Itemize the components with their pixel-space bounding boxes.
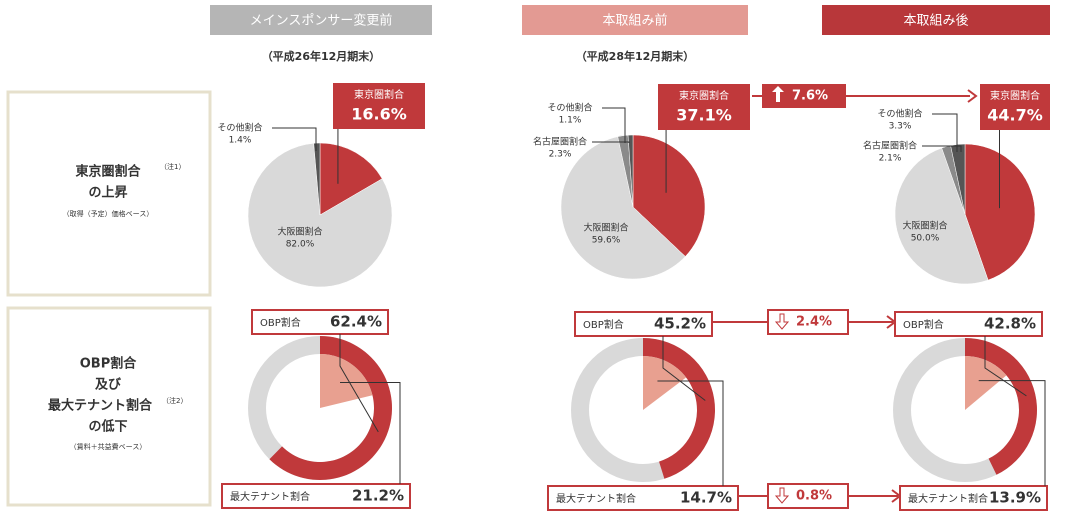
label-value: 62.4% [330,313,382,331]
column-header: 本取組み前 [602,13,667,29]
header-bar [522,5,748,35]
slice-name: 名古屋圏割合 [863,140,917,152]
slice-name: その他割合 [877,108,922,120]
change-label: 2.4% [796,315,832,330]
row-title: OBP割合 [80,356,137,372]
slice-value: 3.3% [889,122,912,132]
label-box [221,483,411,509]
row-title: 及び [95,378,122,393]
slice-value: 59.6% [592,236,621,246]
leader [272,127,317,151]
column-date: （平成28年12月期末） [576,49,695,63]
leader [978,380,1046,486]
label-box [899,485,1048,511]
callout-box [658,84,750,130]
donut-arc [643,338,715,479]
label-name: 最大テナント割合 [230,490,310,503]
slice-name: 名古屋圏割合 [533,136,587,148]
pie-slice [319,142,383,216]
slice-name: 大阪圏割合 [583,222,628,234]
slice-value: 82.0% [286,240,315,250]
up-arrow [772,86,784,102]
slice-value: 1.1% [559,116,582,126]
label-value: 45.2% [654,315,706,333]
pie-slice [313,142,321,216]
slice-value: 2.1% [879,154,902,164]
label-value: 42.8% [984,315,1036,333]
slice-name: その他割合 [217,122,262,134]
callout-value: 16.6% [351,105,407,124]
row-title: 東京圏割合 [75,164,141,180]
slice-name: 大阪圏割合 [277,226,322,238]
callout-value: 44.7% [987,106,1043,125]
leader [662,336,706,401]
column-date: （平成26年12月期末） [262,49,381,63]
callout-value: 37.1% [676,106,732,125]
label-name: OBP割合 [903,318,944,331]
label-name: OBP割合 [260,316,301,329]
pie-slice [894,147,989,285]
leader [922,145,962,152]
inner-wedge [643,356,687,410]
row-box [6,306,212,507]
slice-value: 2.3% [549,150,572,160]
header-bar [822,5,1050,35]
slice-value: 50.0% [911,234,940,244]
inner-wedge [965,356,1007,410]
label-box [251,309,389,335]
leader [340,382,401,484]
label-name: OBP割合 [583,318,624,331]
pie-slice [560,136,686,280]
row-title: 最大テナント割合 [48,398,153,414]
leader [657,380,724,486]
label-value: 13.9% [989,489,1041,507]
row-box [6,90,212,297]
callout-name: 東京圏割合 [990,89,1040,102]
change-label: 7.6% [792,89,828,104]
label-name: 最大テナント割合 [556,492,636,505]
row-note: （注1） [160,162,185,171]
pie-slice [247,143,393,288]
label-box [574,311,713,337]
label-value: 14.7% [680,489,732,507]
row-title: の低下 [88,419,127,435]
row-sub: （取得（予定）価格ベース） [63,209,154,218]
row-note: （注2） [162,396,187,405]
change-label: 0.8% [796,489,832,504]
callout-name: 東京圏割合 [679,89,729,102]
row-sub: （賃料＋共益費ベース） [70,442,147,451]
leader [932,113,958,152]
label-value: 21.2% [352,487,404,505]
down-arrow [774,487,790,504]
donut-arc [965,338,1037,475]
callout-box [980,84,1050,130]
slice-value: 1.4% [229,136,252,146]
label-box [547,485,739,511]
column-header: 本取組み後 [903,14,968,29]
column-header: メインスポンサー変更前 [250,13,393,29]
donut-arc [269,336,392,480]
leader [592,141,630,143]
pie-slice [964,143,1036,281]
row-title: の上昇 [88,186,127,201]
leader [984,336,1027,397]
slice-name: 大阪圏割合 [902,220,947,232]
pie-slice [627,134,634,208]
leader [339,334,379,433]
arrow-head [967,89,978,103]
inner-wedge [320,354,373,408]
label-box [894,311,1043,337]
down-arrow [774,313,790,330]
pie-slice [632,134,706,257]
slice-name: その他割合 [547,102,592,114]
leader [602,107,626,143]
header-bar [210,5,432,35]
pie-slice [950,143,966,215]
label-name: 最大テナント割合 [908,492,988,505]
callout-name: 東京圏割合 [354,88,404,101]
callout-box [333,83,425,129]
